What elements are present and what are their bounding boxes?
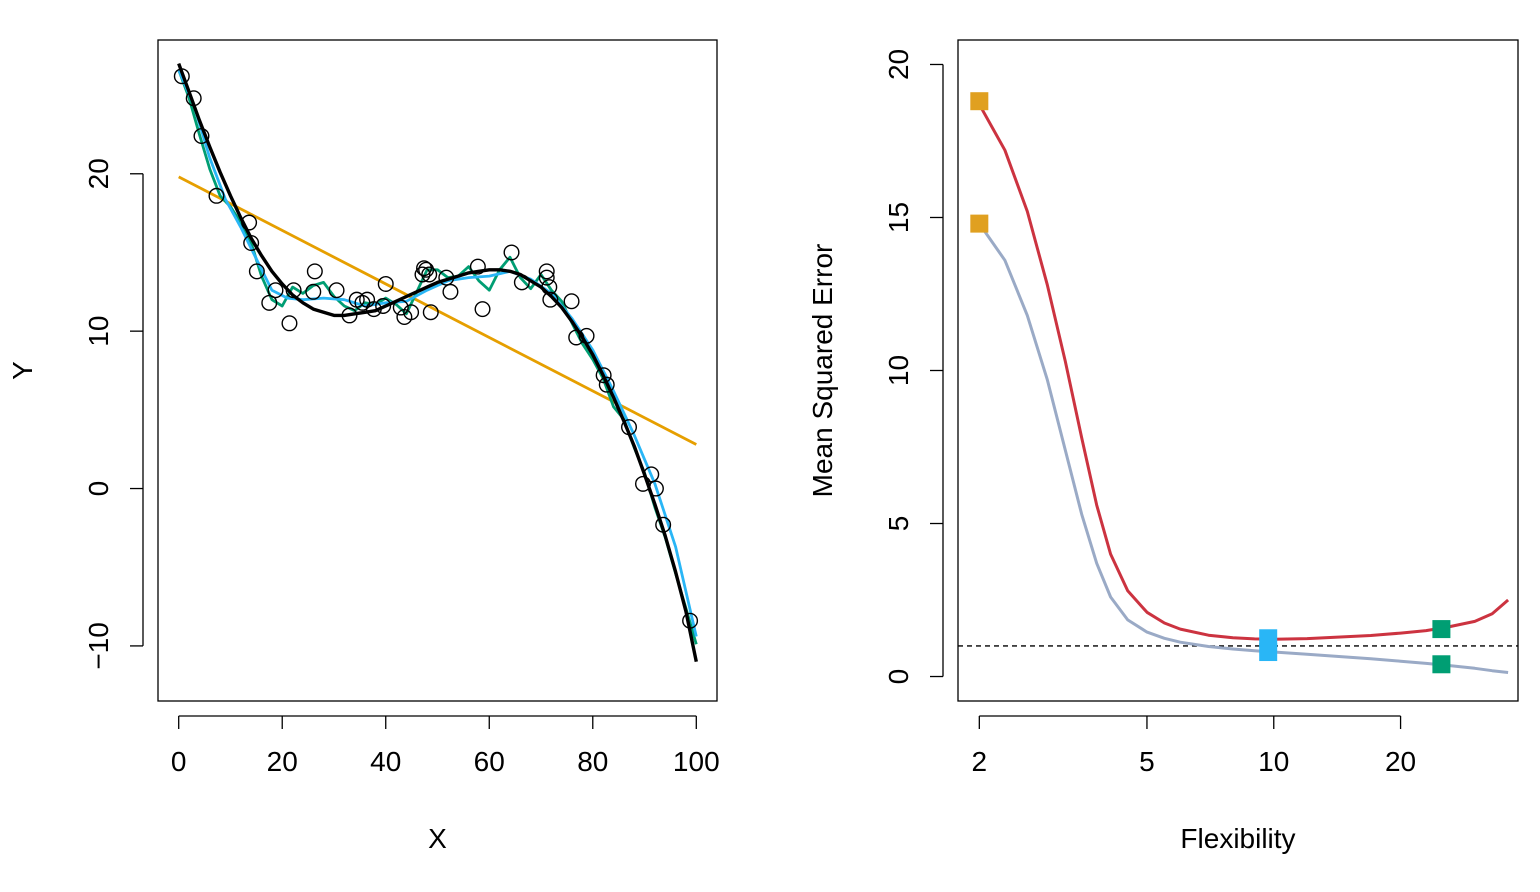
mse-curve: [977, 103, 1510, 641]
data-point: [281, 315, 298, 332]
data-point: [469, 258, 486, 275]
left-plot-box: [157, 39, 718, 702]
data-point: [438, 269, 455, 286]
data-point: [598, 376, 615, 393]
mse-marker: [970, 92, 989, 111]
data-point: [655, 516, 672, 533]
right-x-tick-label: 5: [1139, 746, 1155, 777]
left-curves: [177, 63, 698, 663]
data-point: [375, 297, 392, 314]
right-markers: [970, 92, 1451, 674]
right-curves: [977, 103, 1510, 674]
data-point: [474, 301, 491, 318]
data-point: [503, 244, 520, 261]
data-point: [421, 266, 438, 283]
left-x-tick-label: 60: [474, 746, 505, 777]
right-x-tick-label: 2: [972, 746, 988, 777]
right-x-tick-label: 10: [1258, 746, 1289, 777]
left-y-tick-label: 20: [83, 158, 114, 189]
mse-marker: [1432, 655, 1451, 674]
left-scatter-points: [173, 68, 699, 629]
data-point: [305, 283, 322, 300]
right-x-axis: 2 5 10 20: [972, 715, 1416, 777]
mse-marker: [970, 214, 989, 233]
left-y-axis: −10 0 10 20: [83, 158, 144, 670]
data-point: [578, 327, 595, 344]
data-point: [306, 263, 323, 280]
mse-marker: [1432, 620, 1451, 639]
data-point: [621, 419, 638, 436]
data-point: [248, 263, 265, 280]
data-point: [241, 214, 258, 231]
left-y-tick-label: −10: [83, 622, 114, 670]
left-series-line: [177, 63, 698, 663]
data-point: [538, 263, 555, 280]
right-y-tick-label: 15: [883, 202, 914, 233]
data-point: [341, 307, 358, 324]
data-point: [285, 282, 302, 299]
data-point: [541, 279, 558, 296]
mse-marker: [1259, 643, 1278, 662]
data-point: [568, 329, 585, 346]
mse-curve: [978, 222, 1509, 674]
data-point: [193, 128, 210, 145]
left-x-tick-label: 80: [577, 746, 608, 777]
right-y-axis: 0 5 10 15 20: [883, 49, 944, 685]
data-point: [243, 235, 260, 252]
right-x-axis-label: Flexibility: [1180, 823, 1295, 854]
mse-marker: [1259, 629, 1278, 648]
right-y-axis-label: Mean Squared Error: [807, 244, 838, 498]
left-panel: 0 20 40 60 80 100 −10 0 10 20 X Y: [7, 39, 720, 854]
right-y-tick-label: 0: [883, 669, 914, 685]
right-y-tick-label: 10: [883, 355, 914, 386]
data-point: [261, 294, 278, 311]
data-point: [538, 269, 555, 286]
data-point: [403, 304, 420, 321]
data-point: [513, 274, 530, 291]
data-point: [208, 187, 225, 204]
right-plot-box: [957, 39, 1519, 702]
left-x-tick-label: 0: [171, 746, 187, 777]
data-point: [422, 304, 439, 321]
data-point: [563, 293, 580, 310]
right-x-tick-label: 20: [1385, 746, 1416, 777]
right-y-tick-label: 5: [883, 516, 914, 532]
data-point: [185, 90, 202, 107]
data-point: [595, 367, 612, 384]
data-point: [267, 282, 284, 299]
data-point: [414, 266, 431, 283]
data-point: [542, 291, 559, 308]
left-series-line: [177, 69, 698, 637]
data-point: [643, 466, 660, 483]
left-y-axis-label: Y: [7, 361, 38, 380]
right-panel: 2 5 10 20 0 5 10 15 20 Flexibility Mean Squared…: [807, 39, 1519, 854]
left-x-axis: 0 20 40 60 80 100: [171, 715, 720, 777]
data-point: [377, 275, 394, 292]
left-series-line: [177, 69, 698, 645]
data-point: [328, 282, 345, 299]
data-point: [442, 283, 459, 300]
left-x-axis-label: X: [428, 823, 447, 854]
data-point: [682, 612, 699, 629]
left-y-tick-label: 10: [83, 316, 114, 347]
data-point: [392, 299, 409, 316]
data-point: [647, 480, 664, 497]
right-y-tick-label: 20: [883, 49, 914, 80]
data-point: [173, 68, 190, 85]
left-x-tick-label: 40: [370, 746, 401, 777]
left-x-tick-label: 20: [267, 746, 298, 777]
data-point: [365, 301, 382, 318]
data-point: [418, 261, 435, 278]
left-x-tick-label: 100: [673, 746, 720, 777]
left-y-tick-label: 0: [83, 481, 114, 497]
